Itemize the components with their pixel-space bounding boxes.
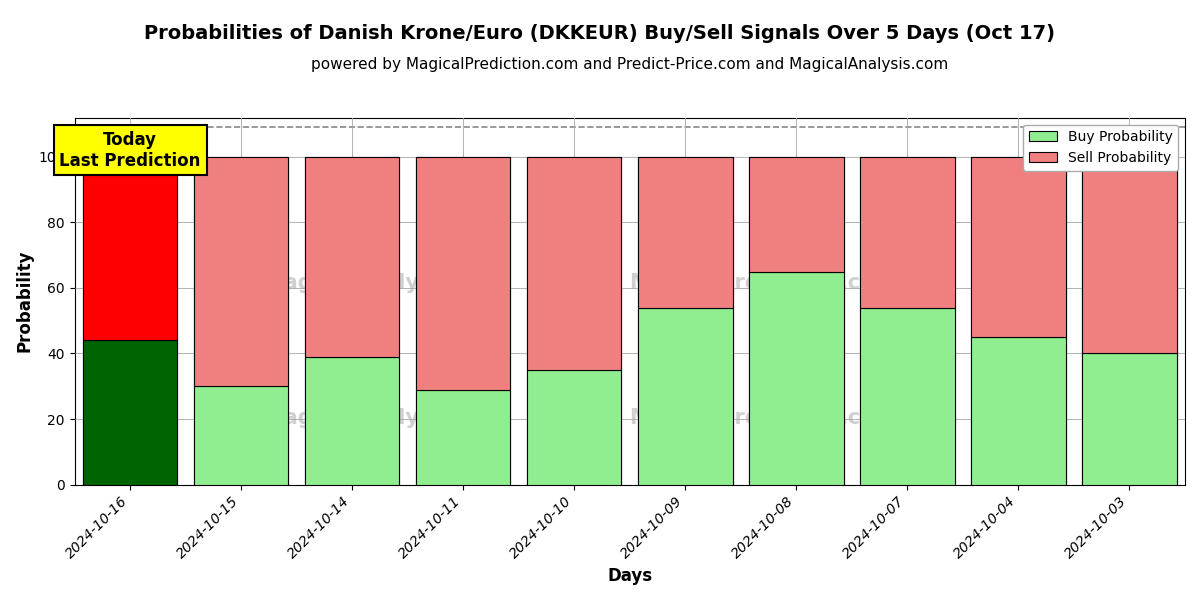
Bar	[1082, 353, 1177, 485]
Bar	[1082, 157, 1177, 353]
Bar	[749, 272, 844, 485]
Text: Today
Last Prediction: Today Last Prediction	[60, 131, 200, 170]
Bar	[527, 157, 622, 370]
Bar	[860, 308, 955, 485]
Bar	[527, 370, 622, 485]
Bar	[83, 340, 178, 485]
Bar	[83, 157, 178, 340]
Bar	[971, 157, 1066, 337]
Bar	[1082, 353, 1177, 485]
Text: MagicalPrediction.com: MagicalPrediction.com	[630, 273, 896, 293]
Bar	[194, 157, 288, 386]
Y-axis label: Probability: Probability	[16, 250, 34, 352]
Bar	[416, 157, 510, 389]
Bar	[194, 157, 288, 386]
Bar	[638, 308, 732, 485]
Bar	[416, 157, 510, 389]
Bar	[83, 340, 178, 485]
Bar	[860, 157, 955, 308]
Bar	[860, 308, 955, 485]
Bar	[860, 157, 955, 308]
Bar	[305, 357, 400, 485]
Bar	[638, 157, 732, 308]
Bar	[527, 370, 622, 485]
Bar	[194, 386, 288, 485]
Bar	[416, 389, 510, 485]
Text: MagicalAnalysis.com: MagicalAnalysis.com	[263, 409, 508, 428]
Bar	[1082, 157, 1177, 353]
Bar	[305, 157, 400, 357]
Bar	[305, 357, 400, 485]
Bar	[749, 157, 844, 272]
X-axis label: Days: Days	[607, 567, 653, 585]
Bar	[83, 157, 178, 340]
Legend: Buy Probability, Sell Probability: Buy Probability, Sell Probability	[1024, 125, 1178, 170]
Bar	[527, 157, 622, 370]
Bar	[749, 157, 844, 272]
Bar	[971, 337, 1066, 485]
Bar	[971, 337, 1066, 485]
Bar	[971, 157, 1066, 337]
Title: powered by MagicalPrediction.com and Predict-Price.com and MagicalAnalysis.com: powered by MagicalPrediction.com and Pre…	[311, 57, 948, 72]
Text: MagicalAnalysis.com: MagicalAnalysis.com	[263, 273, 508, 293]
Bar	[638, 308, 732, 485]
Bar	[638, 157, 732, 308]
Bar	[416, 389, 510, 485]
Bar	[305, 157, 400, 357]
Text: MagicalPrediction.com: MagicalPrediction.com	[630, 409, 896, 428]
Bar	[194, 386, 288, 485]
Text: Probabilities of Danish Krone/Euro (DKKEUR) Buy/Sell Signals Over 5 Days (Oct 17: Probabilities of Danish Krone/Euro (DKKE…	[144, 24, 1056, 43]
Bar	[749, 272, 844, 485]
